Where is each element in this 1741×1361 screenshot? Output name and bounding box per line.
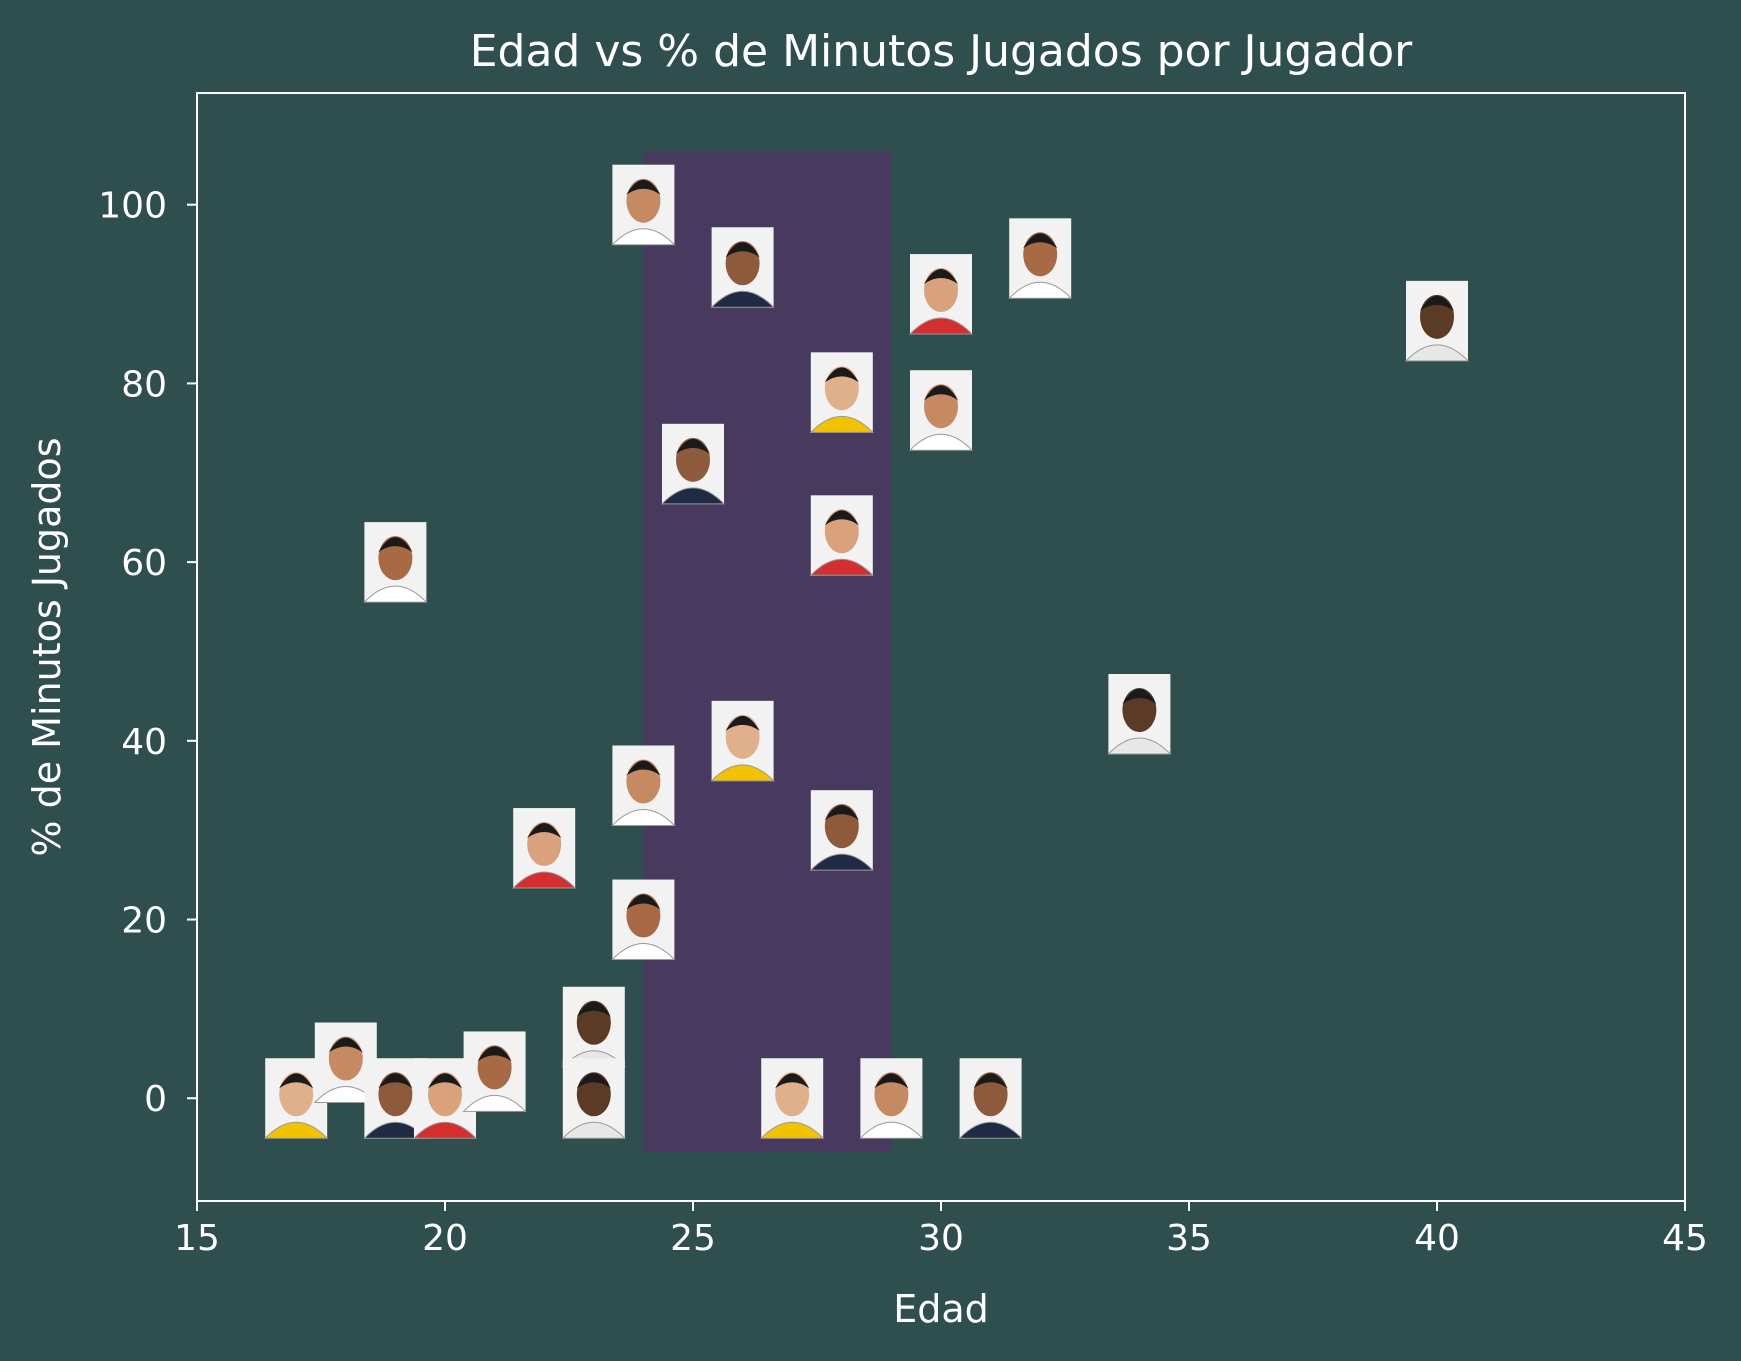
player-point — [809, 790, 874, 871]
player-point — [462, 1031, 527, 1112]
player-hair — [824, 510, 859, 526]
player-point — [561, 1058, 626, 1139]
player-shirt — [809, 416, 874, 433]
player-hair — [775, 1073, 810, 1089]
player-hair — [576, 1001, 611, 1017]
player-hair — [328, 1037, 363, 1053]
y-tick-label: 60 — [121, 543, 167, 584]
player-shirt — [462, 1095, 527, 1112]
x-tick-label: 40 — [1414, 1218, 1460, 1259]
player-point — [1008, 218, 1073, 299]
player-hair — [1420, 295, 1454, 311]
player-point — [809, 352, 874, 433]
x-tick-label: 25 — [670, 1218, 716, 1259]
player-shirt — [1404, 344, 1470, 362]
player-hair — [824, 805, 859, 821]
y-tick-label: 20 — [121, 901, 167, 942]
player-hair — [378, 1073, 413, 1089]
player-shirt — [859, 1121, 924, 1139]
player-shirt — [611, 943, 676, 961]
player-points — [264, 164, 1470, 1139]
player-hair — [626, 760, 661, 776]
player-shirt — [760, 1121, 825, 1139]
player-shirt — [908, 317, 974, 335]
player-point — [760, 1058, 825, 1139]
player-point — [908, 254, 974, 335]
player-point — [710, 227, 775, 308]
x-tick-label: 20 — [422, 1218, 468, 1259]
y-axis-ticks: 0 20 40 60 80 100 — [98, 186, 197, 1120]
y-tick-label: 40 — [121, 722, 167, 763]
player-point — [859, 1058, 924, 1139]
player-shirt — [710, 290, 775, 308]
y-tick-label: 0 — [144, 1079, 167, 1120]
x-tick-label: 45 — [1662, 1218, 1708, 1259]
player-shirt — [611, 228, 676, 246]
player-point — [908, 370, 974, 451]
player-shirt — [958, 1121, 1023, 1139]
player-point — [809, 495, 874, 576]
player-point — [1107, 674, 1172, 755]
player-hair — [626, 179, 661, 195]
player-hair — [924, 269, 958, 285]
player-point — [561, 986, 626, 1068]
player-point — [1404, 280, 1470, 362]
x-tick-label: 15 — [174, 1218, 220, 1259]
highlight-band — [643, 151, 892, 1152]
player-shirt — [1008, 282, 1073, 299]
player-hair — [477, 1046, 512, 1062]
player-hair — [676, 438, 710, 454]
player-shirt — [512, 871, 577, 889]
player-point — [512, 808, 577, 889]
player-hair — [824, 367, 859, 383]
player-point — [313, 1022, 378, 1103]
player-shirt — [1107, 737, 1172, 755]
player-shirt — [660, 487, 726, 505]
player-hair — [973, 1073, 1008, 1089]
chart-title: Edad vs % de Minutos Jugados por Jugador — [470, 26, 1413, 77]
x-axis-ticks: 15 20 25 30 35 40 45 — [174, 1201, 1708, 1259]
player-hair — [576, 1073, 611, 1089]
player-point — [611, 879, 676, 961]
player-hair — [428, 1073, 462, 1089]
player-hair — [924, 385, 958, 401]
player-hair — [626, 894, 661, 910]
player-point — [958, 1058, 1023, 1139]
player-hair — [1023, 233, 1058, 249]
player-hair — [279, 1073, 314, 1089]
player-point — [363, 522, 428, 603]
player-shirt — [908, 433, 974, 451]
player-shirt — [412, 1121, 478, 1139]
player-shirt — [611, 809, 676, 826]
x-tick-label: 30 — [918, 1218, 964, 1259]
x-tick-label: 35 — [1166, 1218, 1212, 1259]
player-shirt — [264, 1121, 329, 1139]
player-hair — [1122, 689, 1157, 705]
player-point — [611, 745, 676, 826]
player-hair — [527, 823, 562, 839]
player-shirt — [809, 559, 874, 576]
player-shirt — [710, 764, 775, 782]
player-hair — [725, 715, 760, 731]
player-hair — [378, 537, 413, 553]
player-point — [611, 164, 676, 246]
player-point — [710, 700, 775, 782]
player-shirt — [561, 1121, 626, 1139]
y-tick-label: 80 — [121, 364, 167, 405]
y-axis-label: % de Minutos Jugados — [25, 437, 69, 856]
player-shirt — [363, 585, 428, 603]
x-axis-label: Edad — [893, 1287, 989, 1331]
player-hair — [725, 242, 760, 258]
y-tick-label: 100 — [98, 186, 167, 227]
player-hair — [874, 1073, 909, 1089]
player-shirt — [809, 853, 874, 871]
player-point — [660, 423, 726, 505]
